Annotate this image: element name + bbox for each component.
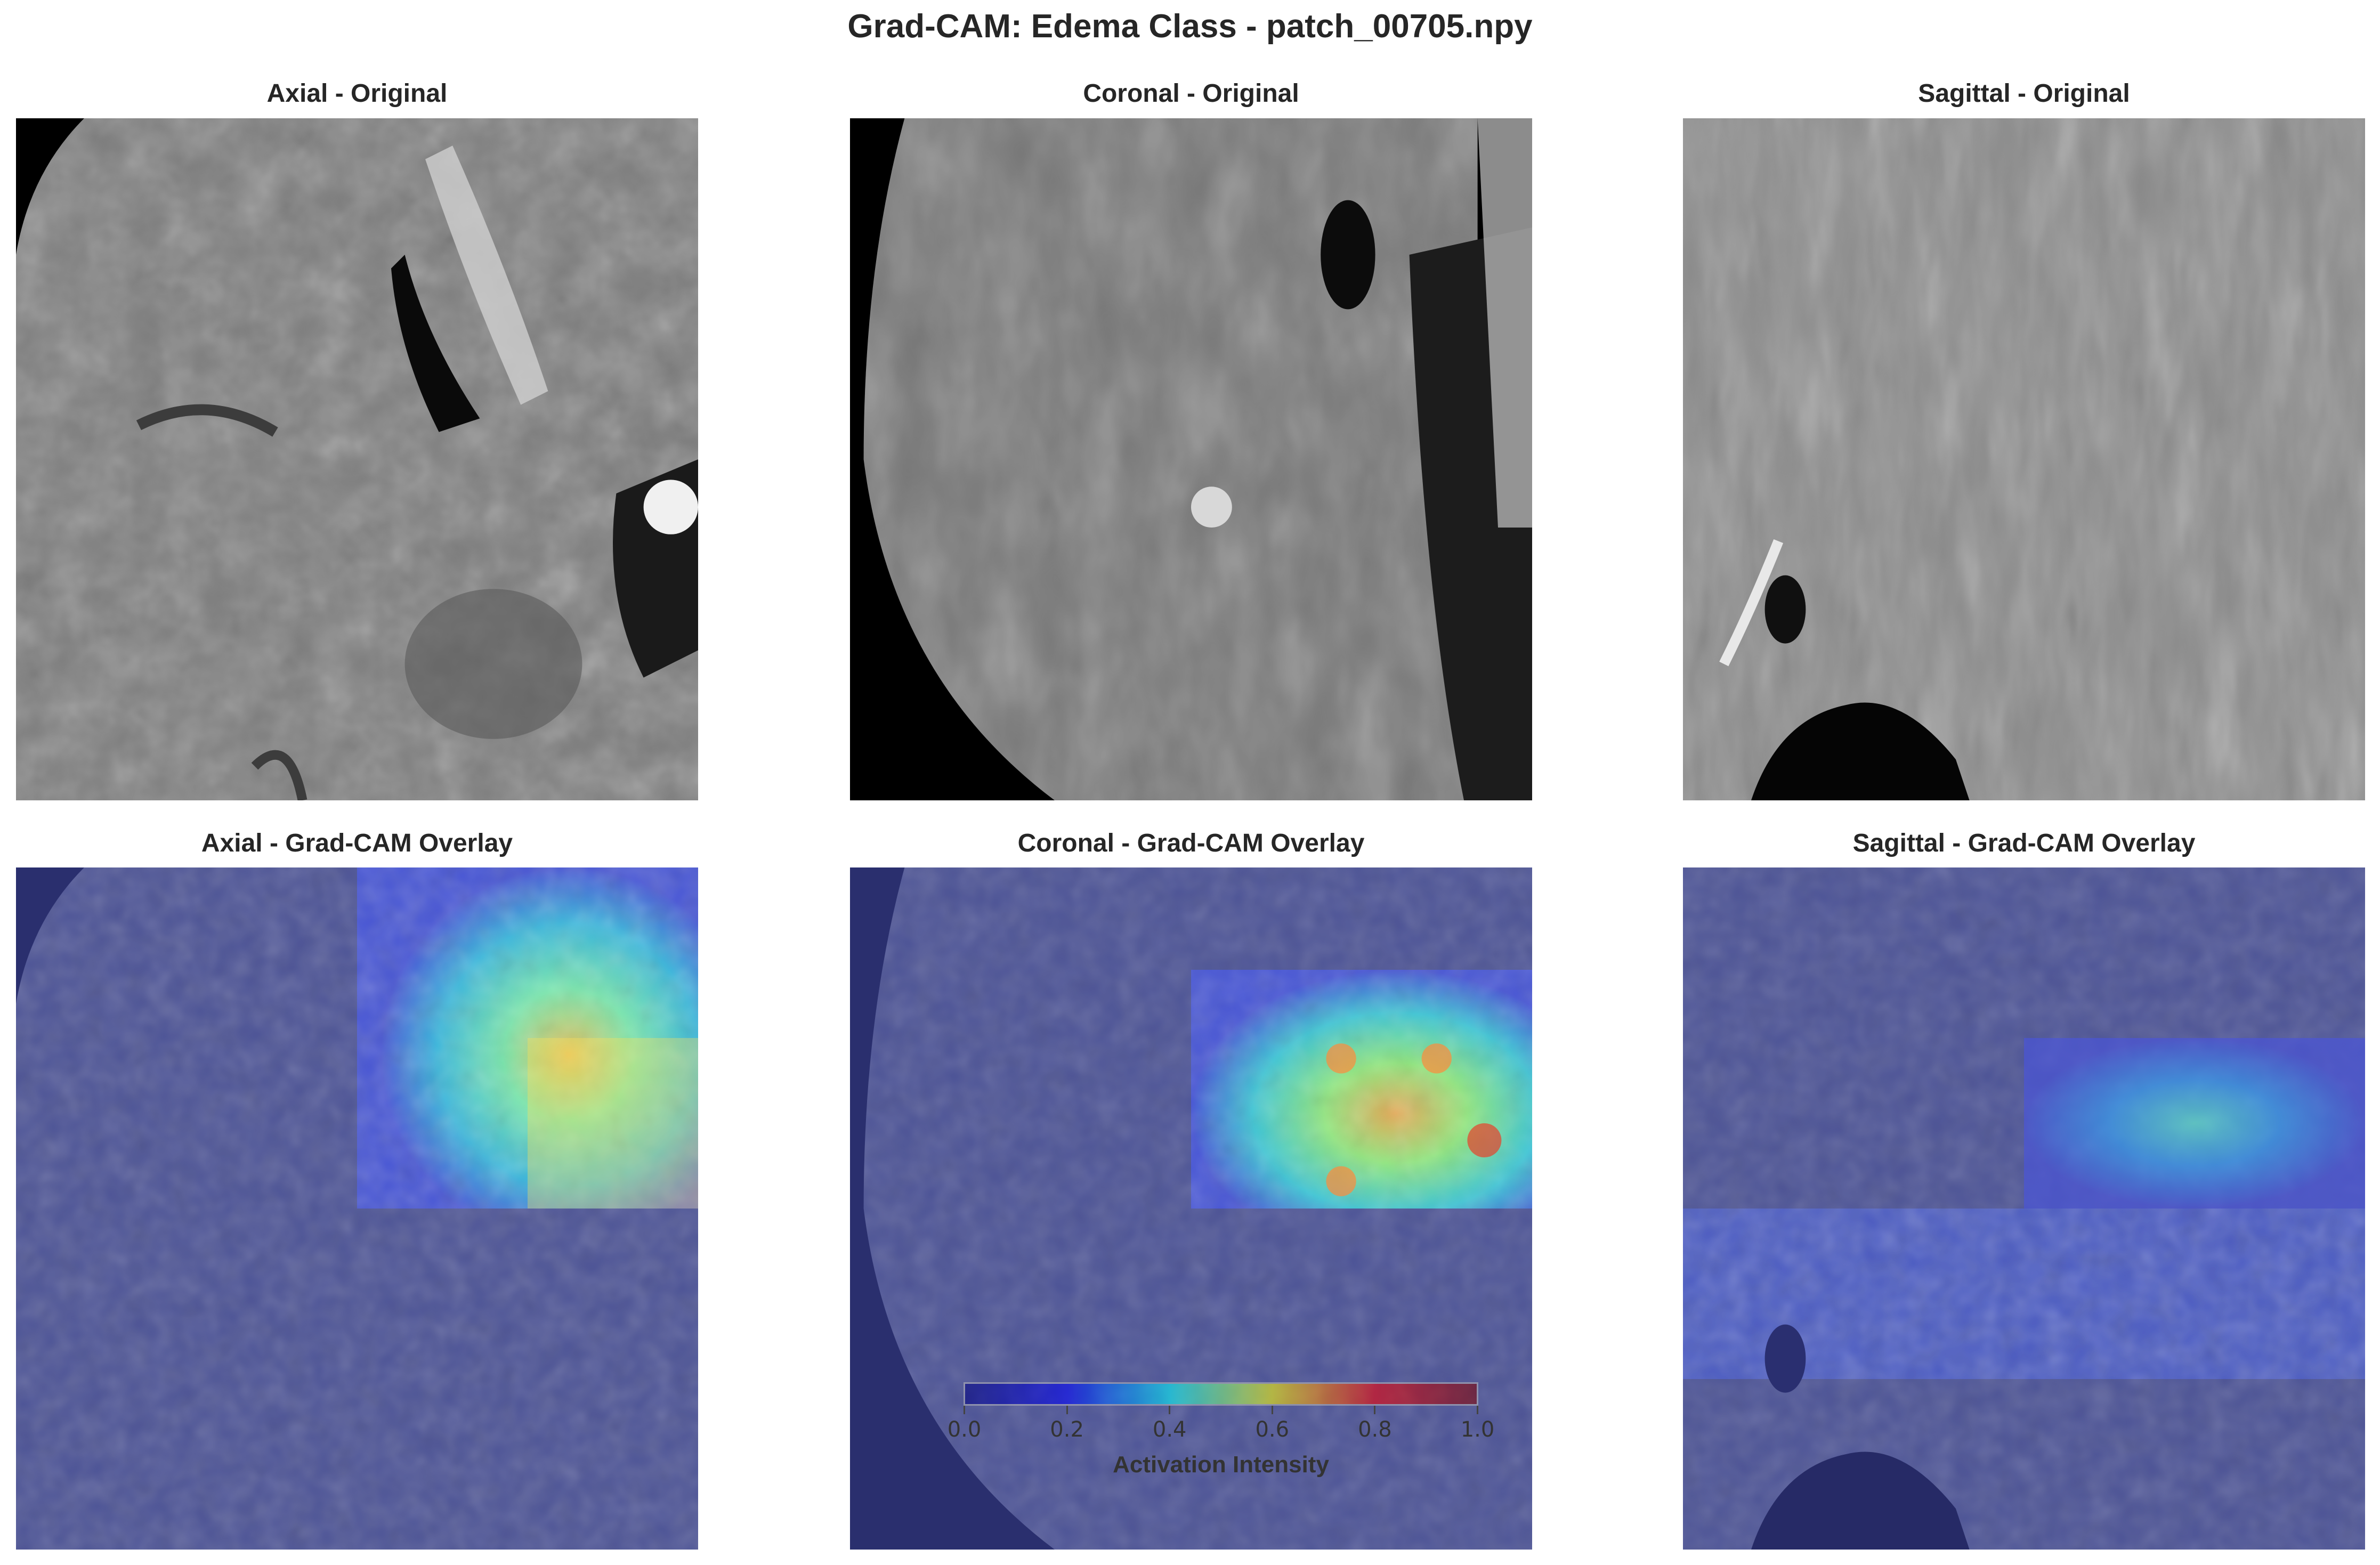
sagittal-gradcam-overlay bbox=[1683, 867, 2365, 1550]
sagittal-original-image bbox=[1683, 118, 2365, 800]
colorbar-tick bbox=[1066, 1406, 1068, 1414]
sagittal-overlay-title: Sagittal - Grad-CAM Overlay bbox=[1852, 829, 2196, 857]
colorbar-tick-label: 1.0 bbox=[1460, 1417, 1495, 1442]
axial-gradcam-overlay bbox=[16, 867, 698, 1550]
colorbar-tick bbox=[964, 1406, 965, 1414]
axial-original-image bbox=[16, 118, 698, 800]
colorbar-tick-label: 0.8 bbox=[1358, 1417, 1392, 1442]
colorbar-tick bbox=[1271, 1406, 1273, 1414]
colorbar-tick-label: 0.0 bbox=[947, 1417, 982, 1442]
colorbar-tick-label: 0.6 bbox=[1255, 1417, 1290, 1442]
sagittal-original-title: Sagittal - Original bbox=[1918, 79, 2130, 108]
colorbar-gradient bbox=[964, 1382, 1478, 1406]
colorbar: 0.0 0.2 0.4 0.6 0.8 1.0 Activation Intensity bbox=[948, 1382, 1494, 1483]
colorbar-tick bbox=[1169, 1406, 1171, 1414]
coronal-original-image bbox=[850, 118, 1532, 800]
colorbar-label: Activation Intensity bbox=[1113, 1452, 1329, 1478]
colorbar-tick bbox=[1374, 1406, 1376, 1414]
axial-original-title: Axial - Original bbox=[266, 79, 448, 108]
colorbar-tick-label: 0.4 bbox=[1152, 1417, 1187, 1442]
coronal-overlay-title: Coronal - Grad-CAM Overlay bbox=[1017, 829, 1365, 857]
axial-overlay-title: Axial - Grad-CAM Overlay bbox=[201, 829, 513, 857]
coronal-gradcam-overlay bbox=[850, 867, 1532, 1550]
colorbar-tick bbox=[1477, 1406, 1478, 1414]
colorbar-tick-label: 0.2 bbox=[1050, 1417, 1084, 1442]
coronal-original-title: Coronal - Original bbox=[1083, 79, 1299, 108]
figure-title: Grad-CAM: Edema Class - patch_00705.npy bbox=[847, 8, 1533, 45]
